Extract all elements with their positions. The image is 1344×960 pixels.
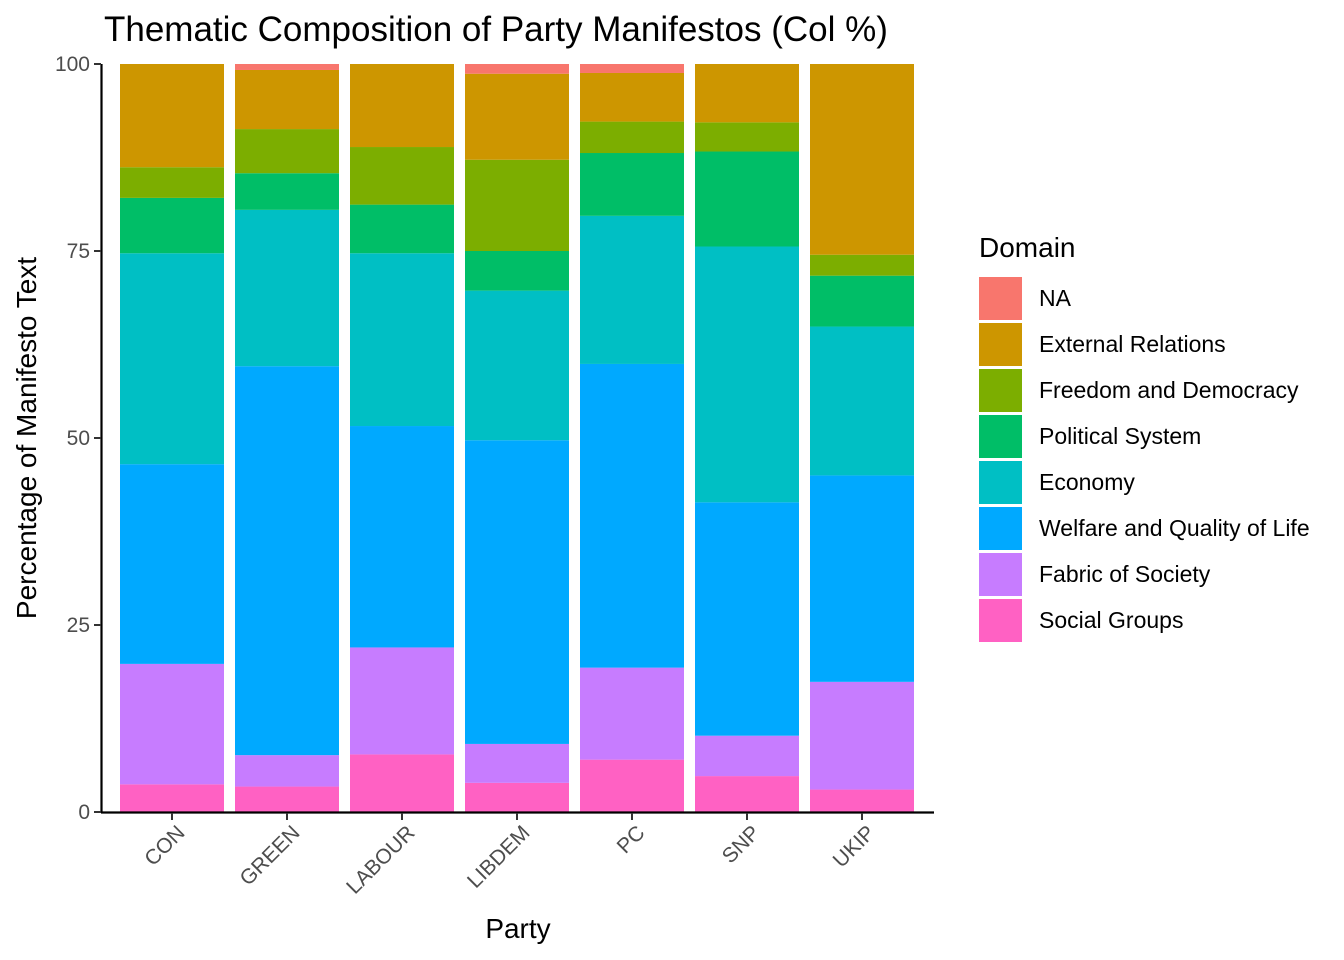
legend-swatch-political-system <box>979 415 1022 458</box>
bar-segment-green-na <box>235 64 339 70</box>
x-tick-label: UKIP <box>829 821 880 872</box>
bar-segment-snp-external-relations <box>695 64 799 123</box>
y-tick-label: 25 <box>67 614 90 637</box>
legend-swatch-welfare-and-quality-of-life <box>979 507 1022 550</box>
bar-segment-libdem-economy <box>465 290 569 441</box>
bar-segment-green-freedom-and-democracy <box>235 129 339 174</box>
bar-segment-labour-freedom-and-democracy <box>350 147 454 205</box>
bar-segment-labour-social-groups <box>350 754 454 812</box>
bar-segment-pc-fabric-of-society <box>580 667 684 760</box>
bar-segment-ukip-economy <box>810 326 914 476</box>
legend-label-social-groups: Social Groups <box>1039 607 1183 633</box>
legend-swatch-social-groups <box>979 599 1022 642</box>
legend-title: Domain <box>979 232 1075 263</box>
legend-swatch-economy <box>979 461 1022 504</box>
bar-segment-labour-economy <box>350 253 454 427</box>
bar-segment-snp-political-system <box>695 151 799 247</box>
bar-segment-con-freedom-and-democracy <box>120 167 224 198</box>
bar-segment-labour-fabric-of-society <box>350 647 454 755</box>
legend-label-external-relations: External Relations <box>1039 331 1226 357</box>
legend-items: NA External Relations Freedom and Democrac… <box>979 277 1310 642</box>
bar-segment-libdem-freedom-and-democracy <box>465 159 569 251</box>
bar-segment-green-economy <box>235 209 339 367</box>
legend-swatch-fabric-of-society <box>979 553 1022 596</box>
y-ticks-layer: 0 25 50 75 100 <box>55 53 101 824</box>
bars-layer <box>120 64 914 812</box>
bar-segment-con-fabric-of-society <box>120 663 224 785</box>
y-axis-title: Percentage of Manifesto Text <box>11 257 42 619</box>
legend-label-political-system: Political System <box>1039 423 1201 449</box>
bar-segment-snp-social-groups <box>695 776 799 812</box>
bar-segment-con-social-groups <box>120 784 224 812</box>
bar-segment-con-welfare-and-quality-of-life <box>120 464 224 664</box>
y-tick-label: 50 <box>67 427 90 450</box>
bar-segment-snp-fabric-of-society <box>695 735 799 777</box>
legend: Domain NA External Relations Freedom and D… <box>979 232 1310 642</box>
x-tick-label: LABOUR <box>342 821 419 898</box>
x-tick-label: SNP <box>718 821 765 868</box>
x-axis-title: Party <box>485 913 550 944</box>
bar-segment-green-social-groups <box>235 786 339 812</box>
x-ticks-layer: CON GREEN LABOUR LIBDEM PC SNP UKIP <box>140 813 880 899</box>
bar-segment-libdem-social-groups <box>465 782 569 812</box>
bar-segment-labour-political-system <box>350 204 454 254</box>
bar-segment-libdem-external-relations <box>465 73 569 160</box>
bar-segment-ukip-social-groups <box>810 789 914 812</box>
y-tick-label: 100 <box>55 53 90 76</box>
legend-swatch-external-relations <box>979 323 1022 366</box>
bar-segment-green-welfare-and-quality-of-life <box>235 366 339 756</box>
bar-segment-ukip-fabric-of-society <box>810 681 914 790</box>
x-tick-label: CON <box>140 821 189 870</box>
bar-segment-ukip-welfare-and-quality-of-life <box>810 475 914 682</box>
bar-segment-pc-na <box>580 64 684 73</box>
bar-segment-pc-freedom-and-democracy <box>580 121 684 154</box>
y-tick-label: 0 <box>78 801 90 824</box>
chart-title: Thematic Composition of Party Manifestos… <box>104 10 888 49</box>
bar-segment-libdem-na <box>465 64 569 74</box>
bar-segment-pc-economy <box>580 215 684 364</box>
bar-segment-ukip-external-relations <box>810 64 914 255</box>
bar-segment-ukip-political-system <box>810 275 914 327</box>
legend-label-fabric-of-society: Fabric of Society <box>1039 561 1211 587</box>
legend-label-welfare-and-quality-of-life: Welfare and Quality of Life <box>1039 515 1310 541</box>
bar-segment-libdem-political-system <box>465 251 569 291</box>
bar-segment-con-political-system <box>120 197 224 254</box>
legend-label-freedom-and-democracy: Freedom and Democracy <box>1039 377 1299 403</box>
x-tick-label: PC <box>613 821 650 858</box>
bar-segment-labour-external-relations <box>350 64 454 148</box>
bar-segment-con-economy <box>120 253 224 465</box>
bar-segment-green-fabric-of-society <box>235 755 339 787</box>
bar-segment-labour-welfare-and-quality-of-life <box>350 426 454 648</box>
legend-label-economy: Economy <box>1039 469 1135 495</box>
bar-segment-pc-political-system <box>580 153 684 216</box>
bar-segment-pc-welfare-and-quality-of-life <box>580 363 684 668</box>
x-tick-label: LIBDEM <box>463 821 535 893</box>
legend-swatch-na <box>979 277 1022 320</box>
bar-segment-snp-welfare-and-quality-of-life <box>695 502 799 736</box>
bar-segment-green-external-relations <box>235 69 339 130</box>
legend-label-na: NA <box>1039 285 1072 311</box>
bar-segment-libdem-welfare-and-quality-of-life <box>465 440 569 744</box>
bar-segment-pc-external-relations <box>580 72 684 122</box>
bar-segment-libdem-fabric-of-society <box>465 743 569 783</box>
y-tick-label: 75 <box>67 240 90 263</box>
legend-swatch-freedom-and-democracy <box>979 369 1022 412</box>
bar-segment-snp-economy <box>695 246 799 503</box>
bar-segment-snp-freedom-and-democracy <box>695 122 799 152</box>
bar-segment-pc-social-groups <box>580 759 684 812</box>
bar-segment-green-political-system <box>235 173 339 210</box>
bar-segment-ukip-freedom-and-democracy <box>810 254 914 276</box>
bar-segment-con-external-relations <box>120 64 224 168</box>
x-tick-label: GREEN <box>235 821 304 890</box>
